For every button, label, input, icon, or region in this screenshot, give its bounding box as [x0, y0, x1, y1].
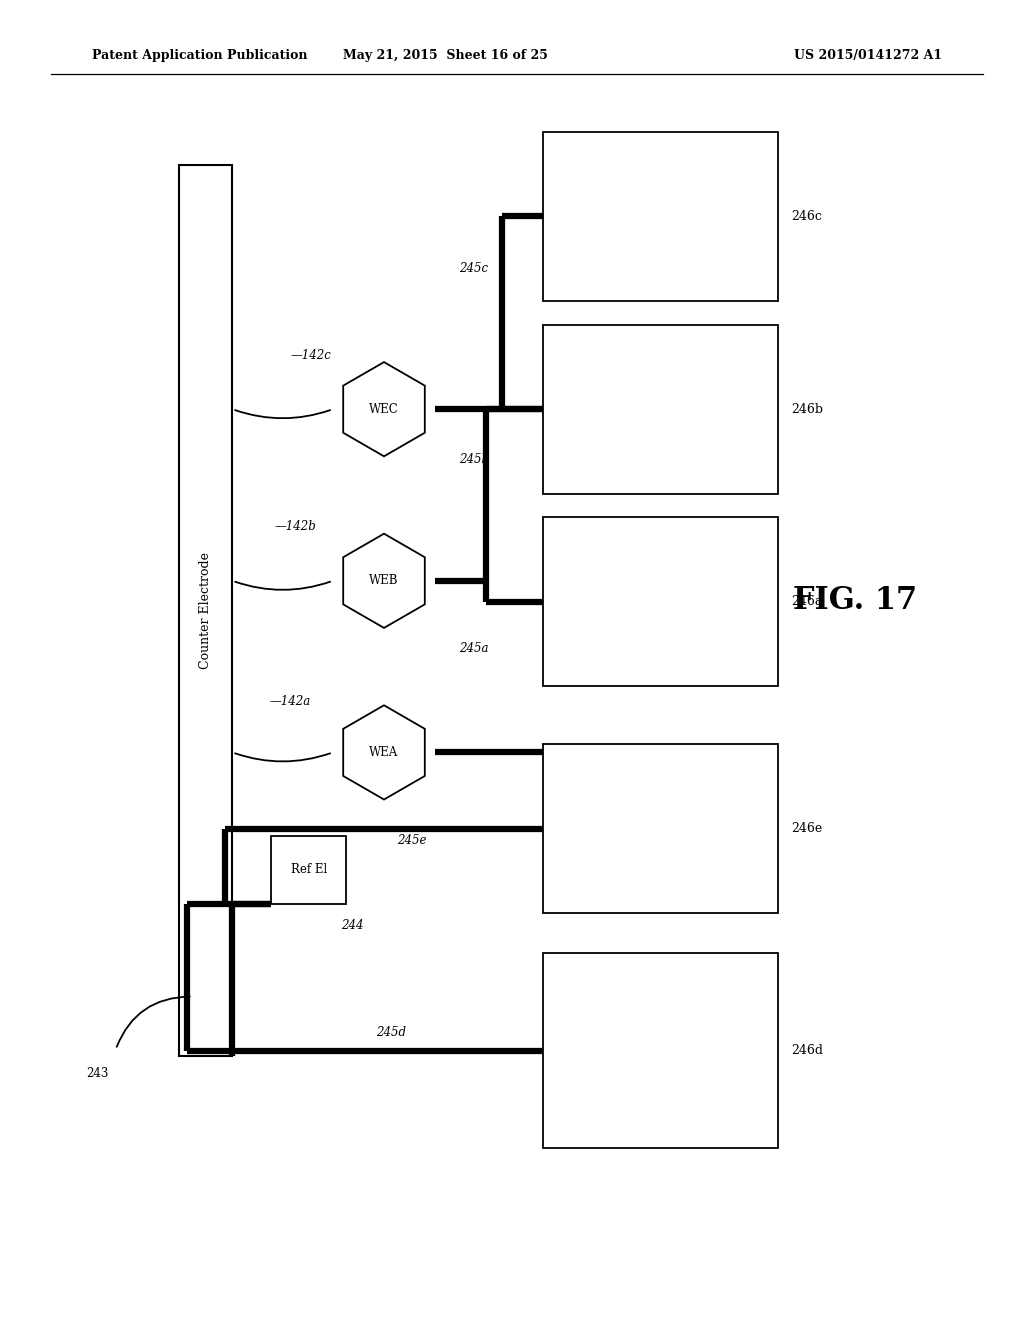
Polygon shape: [343, 705, 425, 800]
Bar: [543, 517, 778, 686]
Text: US 2015/0141272 A1: US 2015/0141272 A1: [794, 49, 942, 62]
Text: WEA: WEA: [370, 746, 398, 759]
Text: 246a: 246a: [792, 595, 823, 609]
Text: 246e: 246e: [792, 822, 823, 836]
Bar: [271, 836, 346, 904]
Bar: [543, 132, 778, 301]
Text: May 21, 2015  Sheet 16 of 25: May 21, 2015 Sheet 16 of 25: [343, 49, 548, 62]
Bar: [179, 165, 232, 1056]
Text: 246b: 246b: [792, 403, 823, 416]
Text: —142c: —142c: [291, 348, 332, 362]
Bar: [543, 744, 778, 913]
Text: —142a: —142a: [269, 694, 310, 708]
Text: 246c: 246c: [792, 210, 822, 223]
Text: Counter Electrode: Counter Electrode: [200, 552, 212, 669]
Text: Ref El: Ref El: [291, 863, 327, 876]
Text: 243: 243: [86, 1067, 109, 1080]
Polygon shape: [343, 533, 425, 628]
Text: Patent Application Publication: Patent Application Publication: [92, 49, 307, 62]
Text: WEB: WEB: [370, 574, 398, 587]
Bar: [543, 325, 778, 494]
Bar: [543, 953, 778, 1148]
Text: 246d: 246d: [792, 1044, 823, 1057]
Text: 245b: 245b: [459, 453, 488, 466]
Text: 245e: 245e: [397, 834, 427, 847]
Text: 245c: 245c: [459, 261, 487, 275]
Text: FIG. 17: FIG. 17: [793, 585, 918, 616]
Text: 244: 244: [341, 919, 364, 932]
Text: 245d: 245d: [376, 1026, 406, 1039]
Text: WEC: WEC: [369, 403, 399, 416]
Text: 245a: 245a: [459, 642, 488, 655]
Polygon shape: [343, 362, 425, 457]
Text: —142b: —142b: [274, 520, 316, 533]
